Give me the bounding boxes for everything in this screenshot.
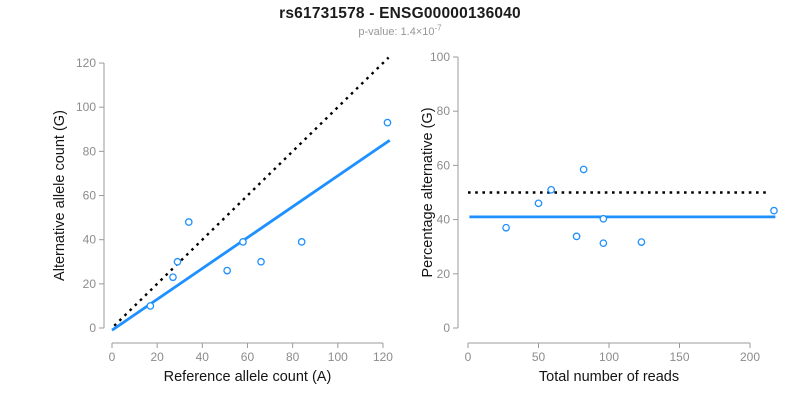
data-point <box>547 185 556 194</box>
pvalue-exponent: -7 <box>434 23 442 33</box>
y-tick-label: 60 <box>437 158 451 172</box>
scatter-ref-vs-alt-counts: 0 20 40 60 80 100 120 0 20 40 60 80 100 120 Reference … <box>52 56 393 385</box>
y-tick-label: 20 <box>437 267 451 281</box>
y-axis-title: Percentage alternative (G) <box>420 107 436 277</box>
scatter-reads-vs-percentage: 0 50 100 150 200 0 20 40 60 80 100 Total number of … <box>420 50 778 385</box>
x-tick-label: 40 <box>196 350 210 364</box>
data-point <box>297 238 306 246</box>
x-tick-label: 60 <box>241 350 255 364</box>
figure-title: rs61731578 - ENSG00000136040 <box>279 5 521 22</box>
data-point <box>572 232 581 241</box>
pvalue-text: p-value: 1.4×10 <box>358 26 435 38</box>
x-tick-label: 200 <box>740 350 760 364</box>
y-axis-title: Alternative allele count (G) <box>52 110 68 281</box>
x-axis-title: Reference allele count (A) <box>164 369 332 385</box>
y-tick-label: 0 <box>89 321 96 335</box>
y-tick-label: 20 <box>83 277 97 291</box>
y-tick-label: 40 <box>83 233 97 247</box>
data-point <box>599 214 608 223</box>
data-point <box>599 239 608 248</box>
data-point <box>257 257 265 266</box>
x-tick-label: 100 <box>599 350 619 364</box>
y-tick-label: 80 <box>437 104 451 118</box>
x-tick-label: 100 <box>328 350 348 364</box>
x-tick-label: 0 <box>109 350 116 364</box>
data-point <box>223 266 232 275</box>
x-tick-label: 120 <box>373 350 393 364</box>
figure-subtitle: p-value: 1.4×10-7 <box>0 23 800 38</box>
y-tick-label: 60 <box>83 189 97 203</box>
data-point <box>502 223 510 232</box>
y-tick-label: 80 <box>83 144 97 158</box>
data-point <box>770 206 778 215</box>
data-point <box>146 302 155 310</box>
x-tick-label: 50 <box>532 350 546 364</box>
x-axis-title: Total number of reads <box>539 369 679 385</box>
y-tick-label: 0 <box>443 321 450 335</box>
y-tick-label: 120 <box>76 56 96 70</box>
data-point <box>383 118 392 127</box>
data-point <box>239 238 247 246</box>
x-tick-label: 0 <box>465 350 472 364</box>
y-tick-label: 100 <box>76 100 96 114</box>
data-point <box>173 257 182 266</box>
x-tick-label: 20 <box>150 350 164 364</box>
data-point <box>637 238 646 246</box>
data-point <box>579 165 588 174</box>
data-point <box>169 273 177 282</box>
y-tick-label: 100 <box>430 50 450 64</box>
data-point <box>534 199 543 208</box>
data-point <box>184 218 193 226</box>
fit-line <box>111 139 391 332</box>
y-tick-label: 40 <box>437 213 451 227</box>
x-tick-label: 80 <box>286 350 300 364</box>
identity-line <box>113 56 390 327</box>
x-tick-label: 150 <box>669 350 689 364</box>
